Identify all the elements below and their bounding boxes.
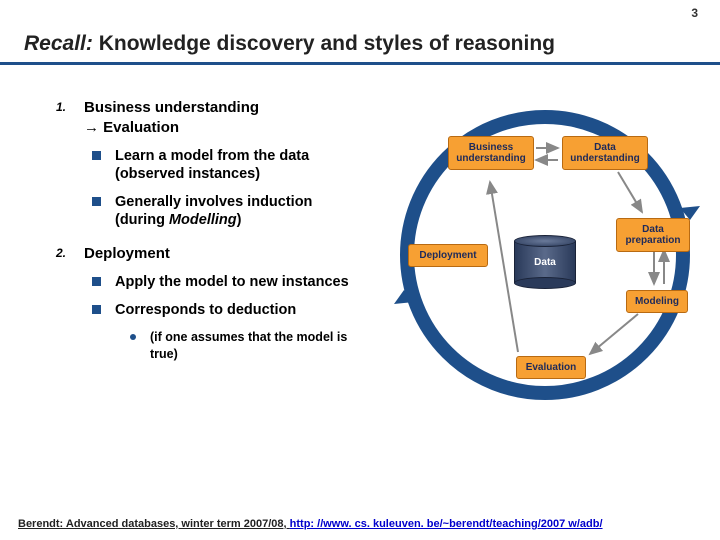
bullet-item: Learn a model from the data (observed in…: [92, 147, 360, 183]
bullet-text: Generally involves induction (during Mod…: [115, 193, 360, 229]
item-text: Deployment: [84, 244, 360, 264]
phase-data-understanding: Data understanding: [562, 136, 648, 170]
item-number: 2.: [56, 244, 84, 264]
numbered-item: 1. Business understanding→ Evaluation: [56, 98, 360, 137]
bullet-text: Learn a model from the data (observed in…: [115, 147, 360, 183]
text-content: 1. Business understanding→ Evaluation Le…: [40, 90, 360, 368]
phase-modeling: Modeling: [626, 290, 688, 313]
bullet-item: Corresponds to deduction: [92, 301, 360, 319]
square-bullet-icon: [92, 151, 101, 160]
bullet-item: Apply the model to new instances: [92, 273, 360, 291]
phase-data-preparation: Data preparation: [616, 218, 690, 252]
data-cylinder: Data: [514, 235, 576, 289]
title-rest: Knowledge discovery and styles of reason…: [93, 32, 555, 55]
phase-evaluation: Evaluation: [516, 356, 586, 379]
dot-bullet-icon: [130, 334, 136, 340]
square-bullet-icon: [92, 197, 101, 206]
square-bullet-icon: [92, 277, 101, 286]
footer-prefix: Berendt: Advanced databases, winter term…: [18, 518, 290, 530]
numbered-item: 2. Deployment: [56, 244, 360, 264]
crisp-dm-diagram: Data Business understanding Data underst…: [390, 100, 700, 440]
data-label: Data: [514, 257, 576, 268]
footer-citation: Berendt: Advanced databases, winter term…: [18, 518, 603, 530]
slide-title: Recall: Knowledge discovery and styles o…: [0, 32, 720, 65]
bullet-text: Corresponds to deduction: [115, 301, 296, 319]
item-text: Business understanding→ Evaluation: [84, 98, 360, 137]
title-prefix: Recall:: [24, 32, 93, 55]
bullet-item: Generally involves induction (during Mod…: [92, 193, 360, 229]
square-bullet-icon: [92, 305, 101, 314]
item-number: 1.: [56, 98, 84, 137]
phase-business-understanding: Business understanding: [448, 136, 534, 170]
sub-bullet-item: (if one assumes that the model is true): [130, 329, 360, 362]
footer-link[interactable]: http: //www. cs. kuleuven. be/~berendt/t…: [290, 518, 603, 530]
sub-bullet-text: (if one assumes that the model is true): [150, 329, 360, 362]
page-number: 3: [691, 6, 698, 20]
phase-deployment: Deployment: [408, 244, 488, 267]
bullet-text: Apply the model to new instances: [115, 273, 349, 291]
